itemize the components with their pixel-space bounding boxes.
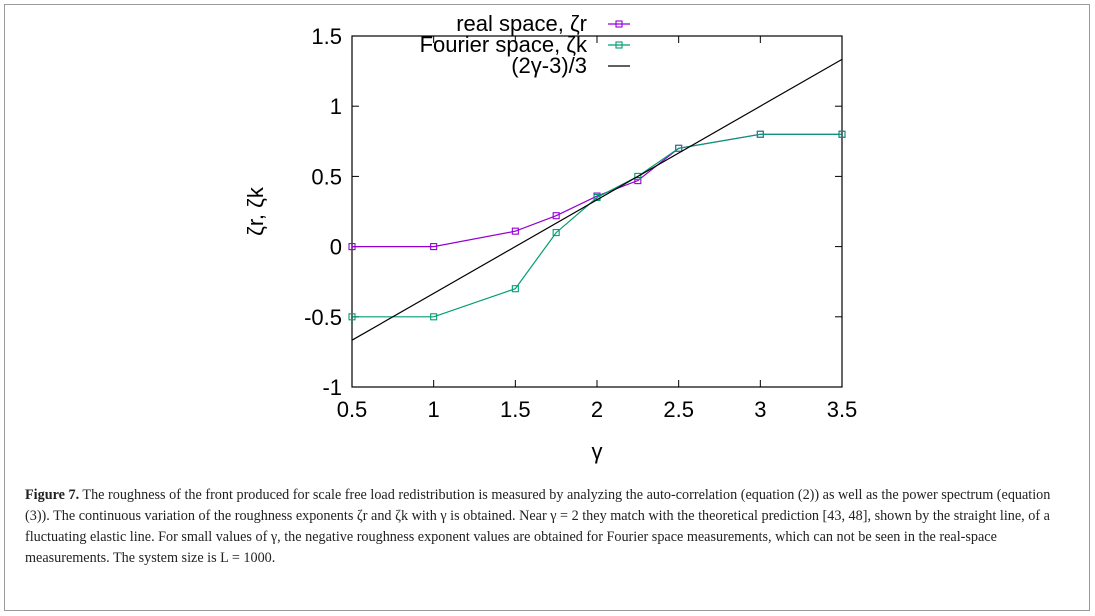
figure-frame: 0.5 1 1.5 2 2.5 3 3.5 -1 -0.5 0 0.5 1 1.5 γ ζr, ζk rea… [4, 4, 1090, 611]
series-layer [348, 58, 846, 341]
legend-label: Fourier space, ζk [420, 32, 588, 57]
data-point [552, 212, 560, 220]
x-axis-label: γ [592, 439, 603, 464]
x-tick-label: 2 [591, 397, 603, 422]
data-point [348, 313, 356, 321]
y-tick-label: -0.5 [304, 305, 342, 330]
data-point [430, 243, 438, 251]
data-point [838, 130, 846, 138]
y-tick-label: 0.5 [311, 164, 342, 189]
x-tick-label: 1.5 [500, 397, 531, 422]
data-point [348, 243, 356, 251]
legend-marker [615, 41, 623, 49]
legend-marker [615, 20, 623, 28]
data-point [511, 285, 519, 293]
data-point [511, 227, 519, 235]
x-tick-label: 1 [428, 397, 440, 422]
data-point [756, 130, 764, 138]
figure-caption: Figure 7. The roughness of the front pro… [25, 485, 1075, 569]
chart: 0.5 1 1.5 2 2.5 3 3.5 -1 -0.5 0 0.5 1 1.5 γ ζr, ζk rea… [243, 11, 857, 464]
x-tick-label: 3 [754, 397, 766, 422]
plot-border [351, 35, 843, 388]
x-tick-label: 3.5 [827, 397, 858, 422]
caption-label: Figure 7. [25, 487, 80, 503]
legend-label: real space, ζr [456, 11, 587, 36]
x-tick-label: 0.5 [337, 397, 368, 422]
x-tick-label: 2.5 [663, 397, 694, 422]
series-line [352, 133, 842, 248]
data-point [634, 177, 642, 185]
data-point [430, 313, 438, 321]
caption-text: The roughness of the front produced for … [25, 487, 1051, 566]
legend-label: (2γ-3)/3 [511, 53, 587, 78]
data-point [552, 229, 560, 237]
series-line [351, 58, 843, 341]
axes: 0.5 1 1.5 2 2.5 3 3.5 -1 -0.5 0 0.5 1 1.5 γ ζr, ζk [243, 24, 857, 464]
y-tick-label: -1 [322, 375, 342, 400]
y-tick-label: 0 [330, 235, 342, 260]
y-axis-label: ζr, ζk [243, 186, 268, 236]
data-point [634, 172, 642, 180]
y-tick-label: 1.5 [311, 24, 342, 49]
data-point [675, 144, 683, 152]
y-tick-label: 1 [330, 94, 342, 119]
series-line [352, 133, 842, 318]
